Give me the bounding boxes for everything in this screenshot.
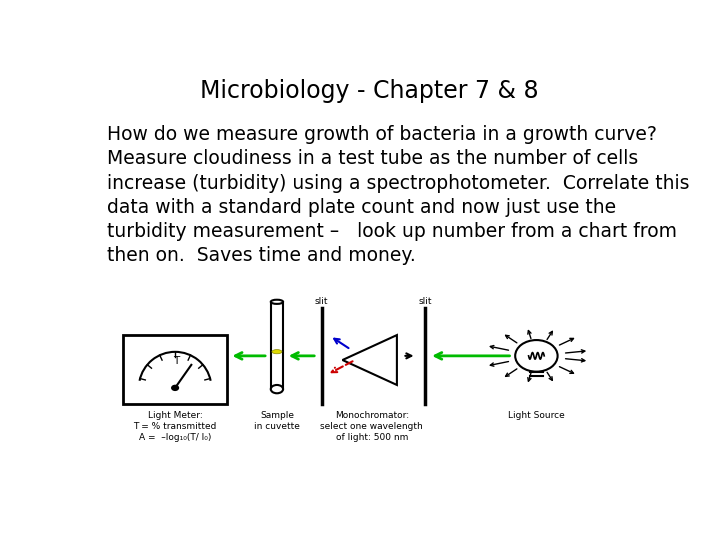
Bar bbox=[124, 335, 227, 404]
Text: slit: slit bbox=[418, 297, 431, 306]
Text: How do we measure growth of bacteria in a growth curve?
Measure cloudiness in a : How do we measure growth of bacteria in … bbox=[107, 125, 689, 265]
Ellipse shape bbox=[271, 385, 283, 393]
Text: Microbiology - Chapter 7 & 8: Microbiology - Chapter 7 & 8 bbox=[199, 79, 539, 103]
Ellipse shape bbox=[271, 300, 283, 304]
Polygon shape bbox=[343, 335, 397, 385]
Text: T: T bbox=[173, 356, 179, 366]
Bar bbox=[272, 352, 282, 387]
Bar bbox=[271, 302, 283, 389]
Text: Light Meter:
T = % transmitted
A =  –log₁₀(T/ I₀): Light Meter: T = % transmitted A = –log₁… bbox=[133, 411, 217, 442]
Ellipse shape bbox=[272, 349, 282, 354]
Ellipse shape bbox=[272, 384, 282, 390]
Text: Sample
in cuvette: Sample in cuvette bbox=[254, 411, 300, 431]
Text: slit: slit bbox=[315, 297, 328, 306]
Circle shape bbox=[516, 340, 557, 372]
Text: Monochromator:
select one wavelength
of light: 500 nm: Monochromator: select one wavelength of … bbox=[320, 411, 423, 442]
Circle shape bbox=[172, 386, 179, 390]
Text: Light Source: Light Source bbox=[508, 411, 564, 420]
